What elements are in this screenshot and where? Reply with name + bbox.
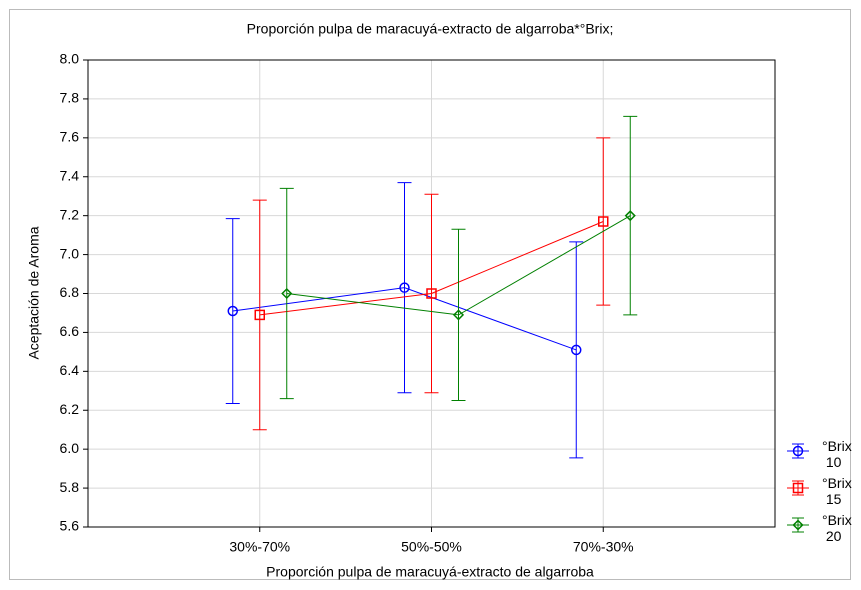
y-tick-label: 7.2 [60,206,80,222]
y-tick-label: 7.0 [60,245,80,261]
y-tick-label: 7.6 [60,129,80,145]
marker [254,309,265,321]
legend-label: °Brix 15 [822,475,852,507]
legend-label: °Brix 20 [822,512,852,544]
error-bar [397,182,412,394]
y-tick-label: 8.0 [60,51,80,67]
error-bar [424,193,439,394]
marker [426,288,437,299]
y-tick-label: 5.6 [60,518,80,534]
marker [227,305,238,317]
y-tick-label: 6.0 [60,440,80,456]
error-bar [596,137,611,306]
y-tick-label: 6.4 [60,362,80,378]
marker [624,210,636,222]
marker [452,309,465,321]
y-axis-label: Aceptación de Aroma [26,226,42,359]
marker [792,482,804,494]
y-tick-label: 5.8 [60,479,80,495]
marker [571,344,582,356]
y-tick-label: 6.8 [60,284,80,300]
x-tick-label: 30%-70% [229,539,290,555]
y-tick-label: 7.8 [60,90,80,106]
x-tick-label: 50%-50% [401,539,462,555]
marker [281,287,293,300]
error-bar [569,241,584,459]
marker [598,216,609,227]
error-bar [279,187,294,400]
legend-label: °Brix 10 [822,438,852,470]
y-tick-label: 7.4 [60,167,80,183]
y-tick-label: 6.6 [60,323,80,339]
y-tick-label: 6.2 [60,401,80,417]
x-tick-label: 70%-30% [573,539,634,555]
plot-area [87,59,776,528]
error-bar [623,115,638,316]
error-bar [252,199,267,431]
marker [399,282,410,293]
marker [792,445,804,457]
marker [792,519,804,531]
error-bar [451,228,466,402]
chart-title: Proporción pulpa de maracuyá-extracto de… [247,21,614,37]
x-axis-label: Proporción pulpa de maracuyá-extracto de… [266,564,594,580]
error-bar [225,218,240,404]
frame [9,9,851,580]
